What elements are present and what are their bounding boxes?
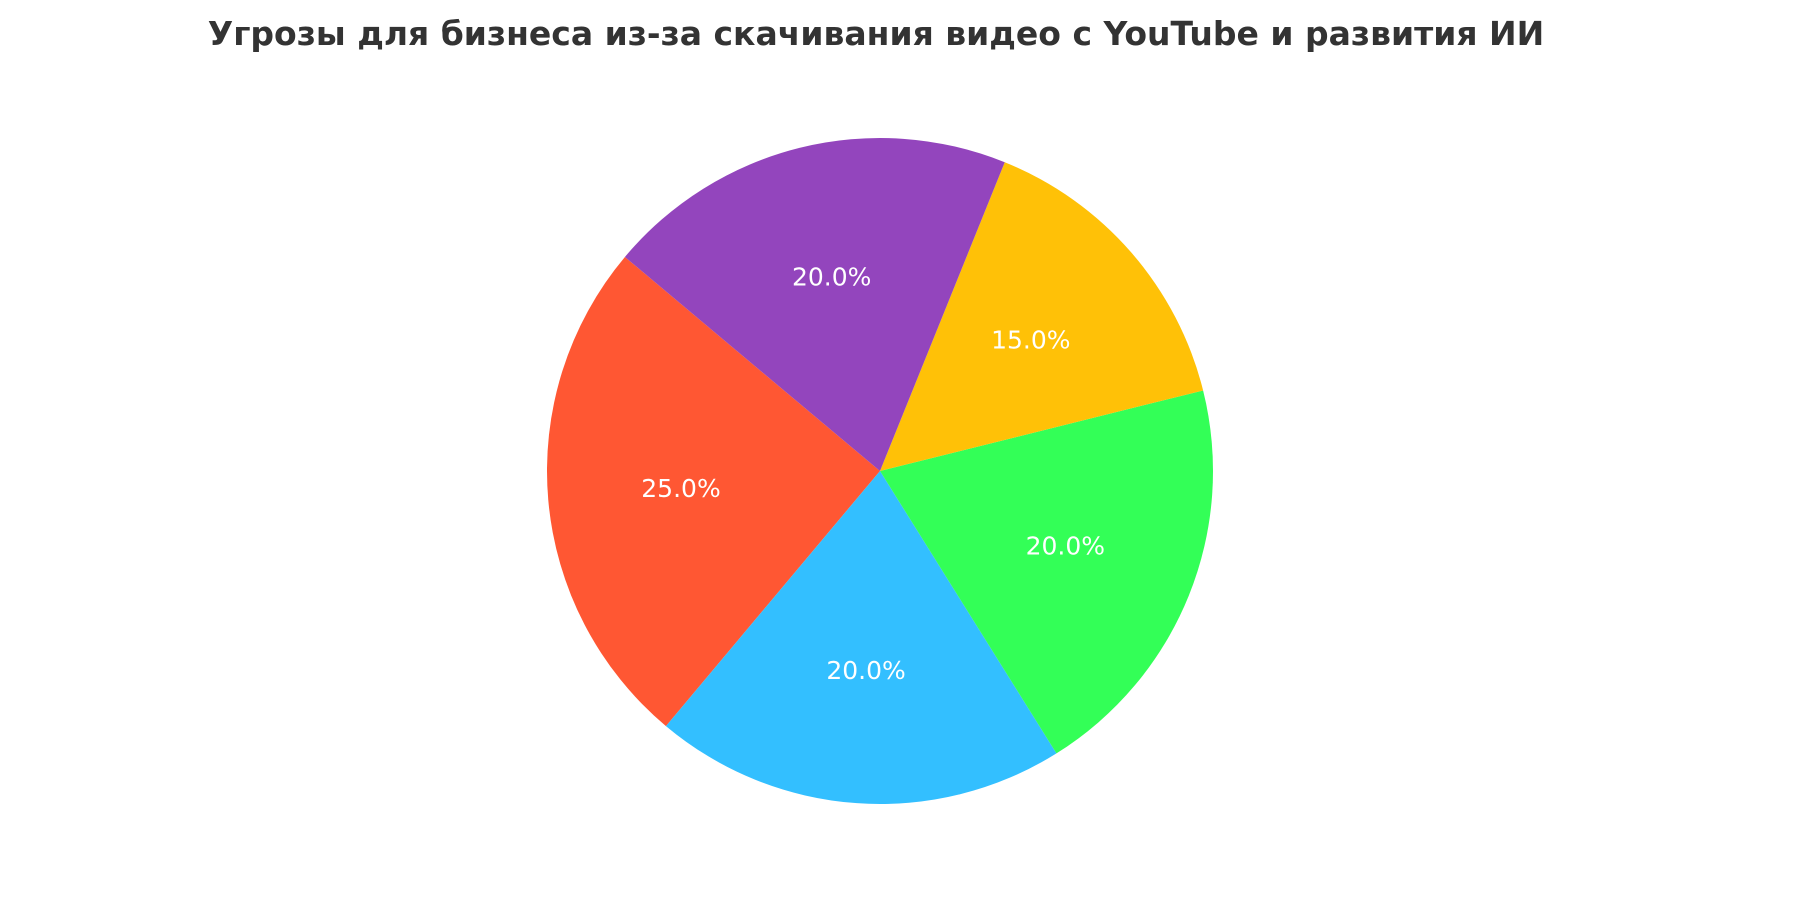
pie-slice-percent-label: 20.0%	[1026, 531, 1105, 560]
pie-slice	[880, 390, 1214, 754]
pie-slice	[547, 256, 880, 727]
pie-slice-percent-label: 20.0%	[792, 263, 871, 292]
pie-slice	[665, 471, 1057, 804]
pie-slice-percent-label: 15.0%	[991, 325, 1070, 354]
pie-slice-percent-label: 20.0%	[826, 656, 905, 685]
pie: 25.0% 20.0% 20.0% 15.0% 20.0%	[547, 138, 1214, 804]
chart-title: Угрозы для бизнеса из-за скачивания виде…	[207, 14, 1545, 53]
pie-slice	[624, 138, 1005, 471]
pie-slice-percent-label: 25.0%	[641, 474, 720, 503]
pie-slice	[880, 162, 1204, 471]
